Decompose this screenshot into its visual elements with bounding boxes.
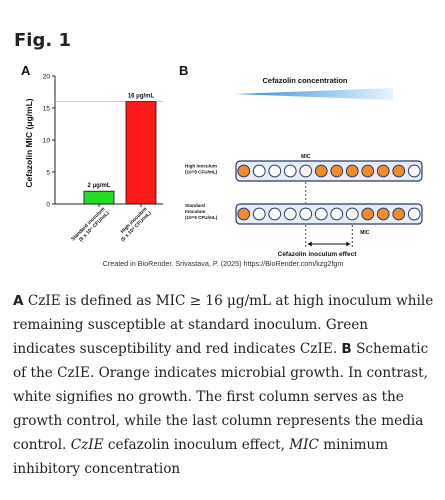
mic-label-bottom: MIC (360, 230, 370, 236)
well-no-growth (299, 207, 313, 221)
caption-text: cefazolin inoculum effect, (103, 437, 290, 453)
caption-line-7: control. CzIE cefazolin inoculum effect,… (13, 433, 435, 457)
well-no-growth (268, 164, 282, 178)
bar-value-label: 16 μg/mL (128, 94, 155, 100)
figure-caption: A CzIE is defined as MIC ≥ 16 μg/mL at h… (13, 289, 435, 481)
concentration-gradient-wedge (235, 88, 393, 100)
well-growth (376, 207, 390, 221)
well-no-growth (314, 207, 328, 221)
caption-line-4: of the CzIE. Orange indicates microbial … (13, 365, 428, 381)
y-tick-label: 10 (43, 138, 51, 145)
bar (83, 190, 115, 205)
gradient-label: Cefazolin concentration (262, 76, 347, 85)
caption-line-8: inhibitory concentration (13, 461, 181, 477)
well-growth (237, 164, 251, 178)
y-tick-label: 5 (46, 170, 50, 177)
row-label: High Inoculum (10^8 CFU/mL) (185, 164, 218, 175)
caption-line-2: remaining susceptible at standard inocul… (13, 317, 369, 333)
well-no-growth (345, 207, 359, 221)
well-no-growth (283, 207, 297, 221)
figure-credit: Created in BioRender. Srivastava, P. (20… (102, 259, 344, 268)
bar-value-label: 2 μg/mL (87, 183, 110, 189)
arrow-head-left (307, 241, 312, 247)
x-tick-label: Standard inoculum(5 x 10⁵ CFU/mL) (70, 206, 111, 247)
well-growth (330, 164, 344, 178)
mic-label-top: MIC (301, 154, 311, 160)
bar (125, 101, 157, 205)
arrow-head-right (346, 241, 351, 247)
y-tick-label: 15 (43, 106, 51, 113)
bar-chart: 0 5 10 15 20 2 μg/mL Standard inoculum(5 x 10⁵… (43, 74, 163, 247)
figure-svg: A Cefazolin MIC (μg/mL) 0 5 10 15 20 2 μg/mL S… (21, 63, 423, 258)
well-no-growth (268, 207, 282, 221)
caption-text: control. (13, 437, 71, 453)
row-label: Standard Inoculum (10^5 CFU/mL) (185, 203, 218, 220)
caption-bold-b: B (341, 341, 352, 357)
well-no-growth (299, 164, 313, 178)
caption-line-3: indicates susceptibility and red indicat… (13, 337, 435, 361)
x-tick-label: High inoculum(5 x 10⁸ CFU/mL) (116, 206, 153, 243)
caption-italic-mic: MIC (289, 437, 319, 453)
y-tick-label: 0 (46, 202, 50, 209)
plate-strip (235, 160, 423, 182)
well-no-growth (330, 207, 344, 221)
caption-italic-czie: CzIE (70, 437, 104, 453)
figure-image: A Cefazolin MIC (μg/mL) 0 5 10 15 20 2 μg/mL S… (13, 58, 433, 273)
caption-text: CzIE is defined as MIC ≥ 16 μg/mL at hig… (23, 293, 434, 309)
caption-line-1: A CzIE is defined as MIC ≥ 16 μg/mL at h… (13, 289, 435, 313)
caption-text: Schematic (351, 341, 429, 357)
panel-a-letter: A (21, 63, 31, 78)
well-growth (361, 164, 375, 178)
caption-bold-a: A (13, 293, 24, 309)
well-growth (361, 207, 375, 221)
well-growth (392, 164, 406, 178)
y-axis-label: Cefazolin MIC (μg/mL) (24, 98, 34, 187)
y-tick-label: 20 (43, 74, 51, 81)
well-no-growth (407, 207, 421, 221)
well-no-growth (252, 207, 266, 221)
well-no-growth (283, 164, 297, 178)
plate-strip (235, 203, 423, 225)
caption-line-5: white signifies no growth. The first col… (13, 389, 404, 405)
well-no-growth (252, 164, 266, 178)
well-growth (345, 164, 359, 178)
panel-b-letter: B (179, 63, 188, 78)
caption-line-6: growth control, while the last column re… (13, 413, 424, 429)
well-growth (392, 207, 406, 221)
caption-text: minimum (318, 437, 389, 453)
czie-effect-label: Cefazolin inoculum effect(CzIE) (278, 251, 358, 258)
well-growth (314, 164, 328, 178)
caption-text: indicates susceptibility and red indicat… (13, 341, 342, 357)
figure-title: Fig. 1 (14, 30, 71, 51)
plate-schematic: High Inoculum (10^8 CFU/mL) Standard Inocul… (185, 154, 423, 258)
well-growth (237, 207, 251, 221)
well-growth (376, 164, 390, 178)
well-no-growth (407, 164, 421, 178)
